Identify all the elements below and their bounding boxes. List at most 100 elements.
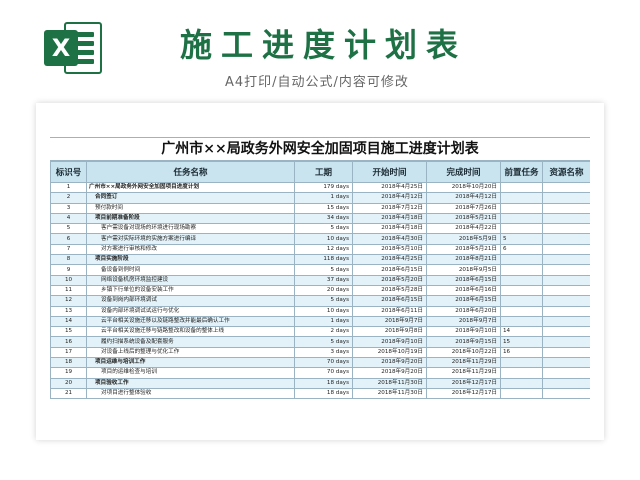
- cell-predecessor[interactable]: [500, 192, 543, 204]
- cell-resource[interactable]: [542, 326, 590, 338]
- cell-resource[interactable]: [542, 377, 590, 389]
- cell-id[interactable]: 16: [50, 336, 87, 348]
- cell-predecessor[interactable]: [500, 254, 543, 266]
- cell-task-name[interactable]: 对项目进行整体验收: [86, 387, 295, 400]
- cell-start[interactable]: 2018年5月28日: [352, 284, 427, 297]
- cell-resource[interactable]: [542, 254, 590, 266]
- cell-duration[interactable]: 15 days: [294, 202, 353, 214]
- cell-finish[interactable]: 2018年4月12日: [426, 192, 501, 204]
- cell-resource[interactable]: [542, 192, 590, 204]
- cell-finish[interactable]: 2018年12月17日: [426, 387, 501, 400]
- cell-start[interactable]: 2018年4月18日: [352, 223, 427, 235]
- cell-task-name[interactable]: 项目验收工作: [86, 377, 295, 389]
- cell-task-name[interactable]: 项目实施阶段: [86, 254, 295, 266]
- cell-resource[interactable]: [542, 243, 590, 256]
- cell-duration[interactable]: 5 days: [294, 295, 353, 307]
- cell-resource[interactable]: [542, 305, 590, 317]
- cell-id[interactable]: 6: [50, 233, 87, 245]
- cell-id[interactable]: 7: [50, 243, 87, 256]
- cell-task-name[interactable]: 项目运维与培训工作: [86, 357, 295, 369]
- cell-finish[interactable]: 2018年11月29日: [426, 357, 501, 369]
- cell-task-name[interactable]: 乡镇下行单位的设备安装工作: [86, 284, 295, 297]
- cell-finish[interactable]: 2018年11月29日: [426, 367, 501, 379]
- cell-finish[interactable]: 2018年4月22日: [426, 223, 501, 235]
- cell-task-name[interactable]: 网络设备机房环境监控建设: [86, 274, 295, 286]
- cell-finish[interactable]: 2018年5月21日: [426, 212, 501, 225]
- cell-task-name[interactable]: 预付款时间: [86, 202, 295, 214]
- cell-start[interactable]: 2018年4月30日: [352, 233, 427, 245]
- cell-resource[interactable]: [542, 346, 590, 359]
- cell-duration[interactable]: 3 days: [294, 346, 353, 359]
- cell-resource[interactable]: [542, 202, 590, 214]
- cell-resource[interactable]: [542, 233, 590, 245]
- cell-id[interactable]: 8: [50, 254, 87, 266]
- cell-start[interactable]: 2018年11月30日: [352, 377, 427, 389]
- column-header-resource[interactable]: 资源名称: [542, 161, 590, 183]
- cell-finish[interactable]: 2018年6月15日: [426, 295, 501, 307]
- cell-duration[interactable]: 5 days: [294, 264, 353, 276]
- cell-resource[interactable]: [542, 212, 590, 225]
- cell-task-name[interactable]: 备设备到例时间: [86, 264, 295, 276]
- cell-resource[interactable]: [542, 367, 590, 379]
- cell-task-name[interactable]: 云平台相关设施迁移与链路整改和设备的整体上线: [86, 326, 295, 338]
- cell-start[interactable]: 2018年10月19日: [352, 346, 427, 359]
- cell-duration[interactable]: 10 days: [294, 305, 353, 317]
- cell-start[interactable]: 2018年5月10日: [352, 243, 427, 256]
- cell-duration[interactable]: 12 days: [294, 243, 353, 256]
- cell-resource[interactable]: [542, 274, 590, 286]
- cell-finish[interactable]: 2018年5月9日: [426, 233, 501, 245]
- cell-start[interactable]: 2018年11月30日: [352, 387, 427, 400]
- cell-id[interactable]: 4: [50, 212, 87, 225]
- cell-duration[interactable]: 18 days: [294, 377, 353, 389]
- cell-duration[interactable]: 5 days: [294, 223, 353, 235]
- cell-finish[interactable]: 2018年6月16日: [426, 284, 501, 297]
- cell-start[interactable]: 2018年9月8日: [352, 326, 427, 338]
- cell-duration[interactable]: 10 days: [294, 233, 353, 245]
- cell-start[interactable]: 2018年6月11日: [352, 305, 427, 317]
- cell-id[interactable]: 20: [50, 377, 87, 389]
- cell-finish[interactable]: 2018年6月15日: [426, 274, 501, 286]
- cell-id[interactable]: 12: [50, 295, 87, 307]
- cell-predecessor[interactable]: [500, 387, 543, 400]
- cell-predecessor[interactable]: 15: [500, 336, 543, 348]
- cell-duration[interactable]: 118 days: [294, 254, 353, 266]
- column-header-task-name[interactable]: 任务名称: [86, 161, 295, 183]
- cell-start[interactable]: 2018年4月18日: [352, 212, 427, 225]
- cell-start[interactable]: 2018年9月20日: [352, 357, 427, 369]
- cell-predecessor[interactable]: [500, 357, 543, 369]
- cell-predecessor[interactable]: [500, 223, 543, 235]
- cell-id[interactable]: 9: [50, 264, 87, 276]
- cell-duration[interactable]: 5 days: [294, 336, 353, 348]
- cell-task-name[interactable]: 广州市××局政务外网安全加固项目进度计划: [86, 181, 295, 194]
- cell-resource[interactable]: [542, 295, 590, 307]
- cell-finish[interactable]: 2018年9月5日: [426, 264, 501, 276]
- cell-resource[interactable]: [542, 336, 590, 348]
- cell-finish[interactable]: 2018年10月22日: [426, 346, 501, 359]
- cell-finish[interactable]: 2018年6月20日: [426, 305, 501, 317]
- cell-id[interactable]: 10: [50, 274, 87, 286]
- cell-task-name[interactable]: 对方案进行审核和修改: [86, 243, 295, 256]
- cell-duration[interactable]: 70 days: [294, 357, 353, 369]
- cell-predecessor[interactable]: [500, 212, 543, 225]
- cell-duration[interactable]: 2 days: [294, 326, 353, 338]
- cell-start[interactable]: 2018年5月20日: [352, 274, 427, 286]
- cell-predecessor[interactable]: [500, 264, 543, 276]
- cell-task-name[interactable]: 设备到岗内部环境调试: [86, 295, 295, 307]
- cell-start[interactable]: 2018年4月25日: [352, 254, 427, 266]
- cell-start[interactable]: 2018年7月12日: [352, 202, 427, 214]
- cell-id[interactable]: 11: [50, 284, 87, 297]
- cell-predecessor[interactable]: 6: [500, 243, 543, 256]
- cell-id[interactable]: 2: [50, 192, 87, 204]
- cell-task-name[interactable]: 云平台相关设施迁移以及链路整改并能最后确认工作: [86, 315, 295, 328]
- cell-finish[interactable]: 2018年8月21日: [426, 254, 501, 266]
- cell-predecessor[interactable]: [500, 274, 543, 286]
- cell-finish[interactable]: 2018年9月7日: [426, 315, 501, 328]
- cell-id[interactable]: 19: [50, 367, 87, 379]
- cell-predecessor[interactable]: [500, 284, 543, 297]
- cell-finish[interactable]: 2018年10月20日: [426, 181, 501, 194]
- cell-predecessor[interactable]: [500, 367, 543, 379]
- cell-task-name[interactable]: 客户需对实际环境的实施方案进行编译: [86, 233, 295, 245]
- cell-start[interactable]: 2018年6月15日: [352, 295, 427, 307]
- cell-id[interactable]: 1: [50, 181, 87, 194]
- cell-start[interactable]: 2018年9月7日: [352, 315, 427, 328]
